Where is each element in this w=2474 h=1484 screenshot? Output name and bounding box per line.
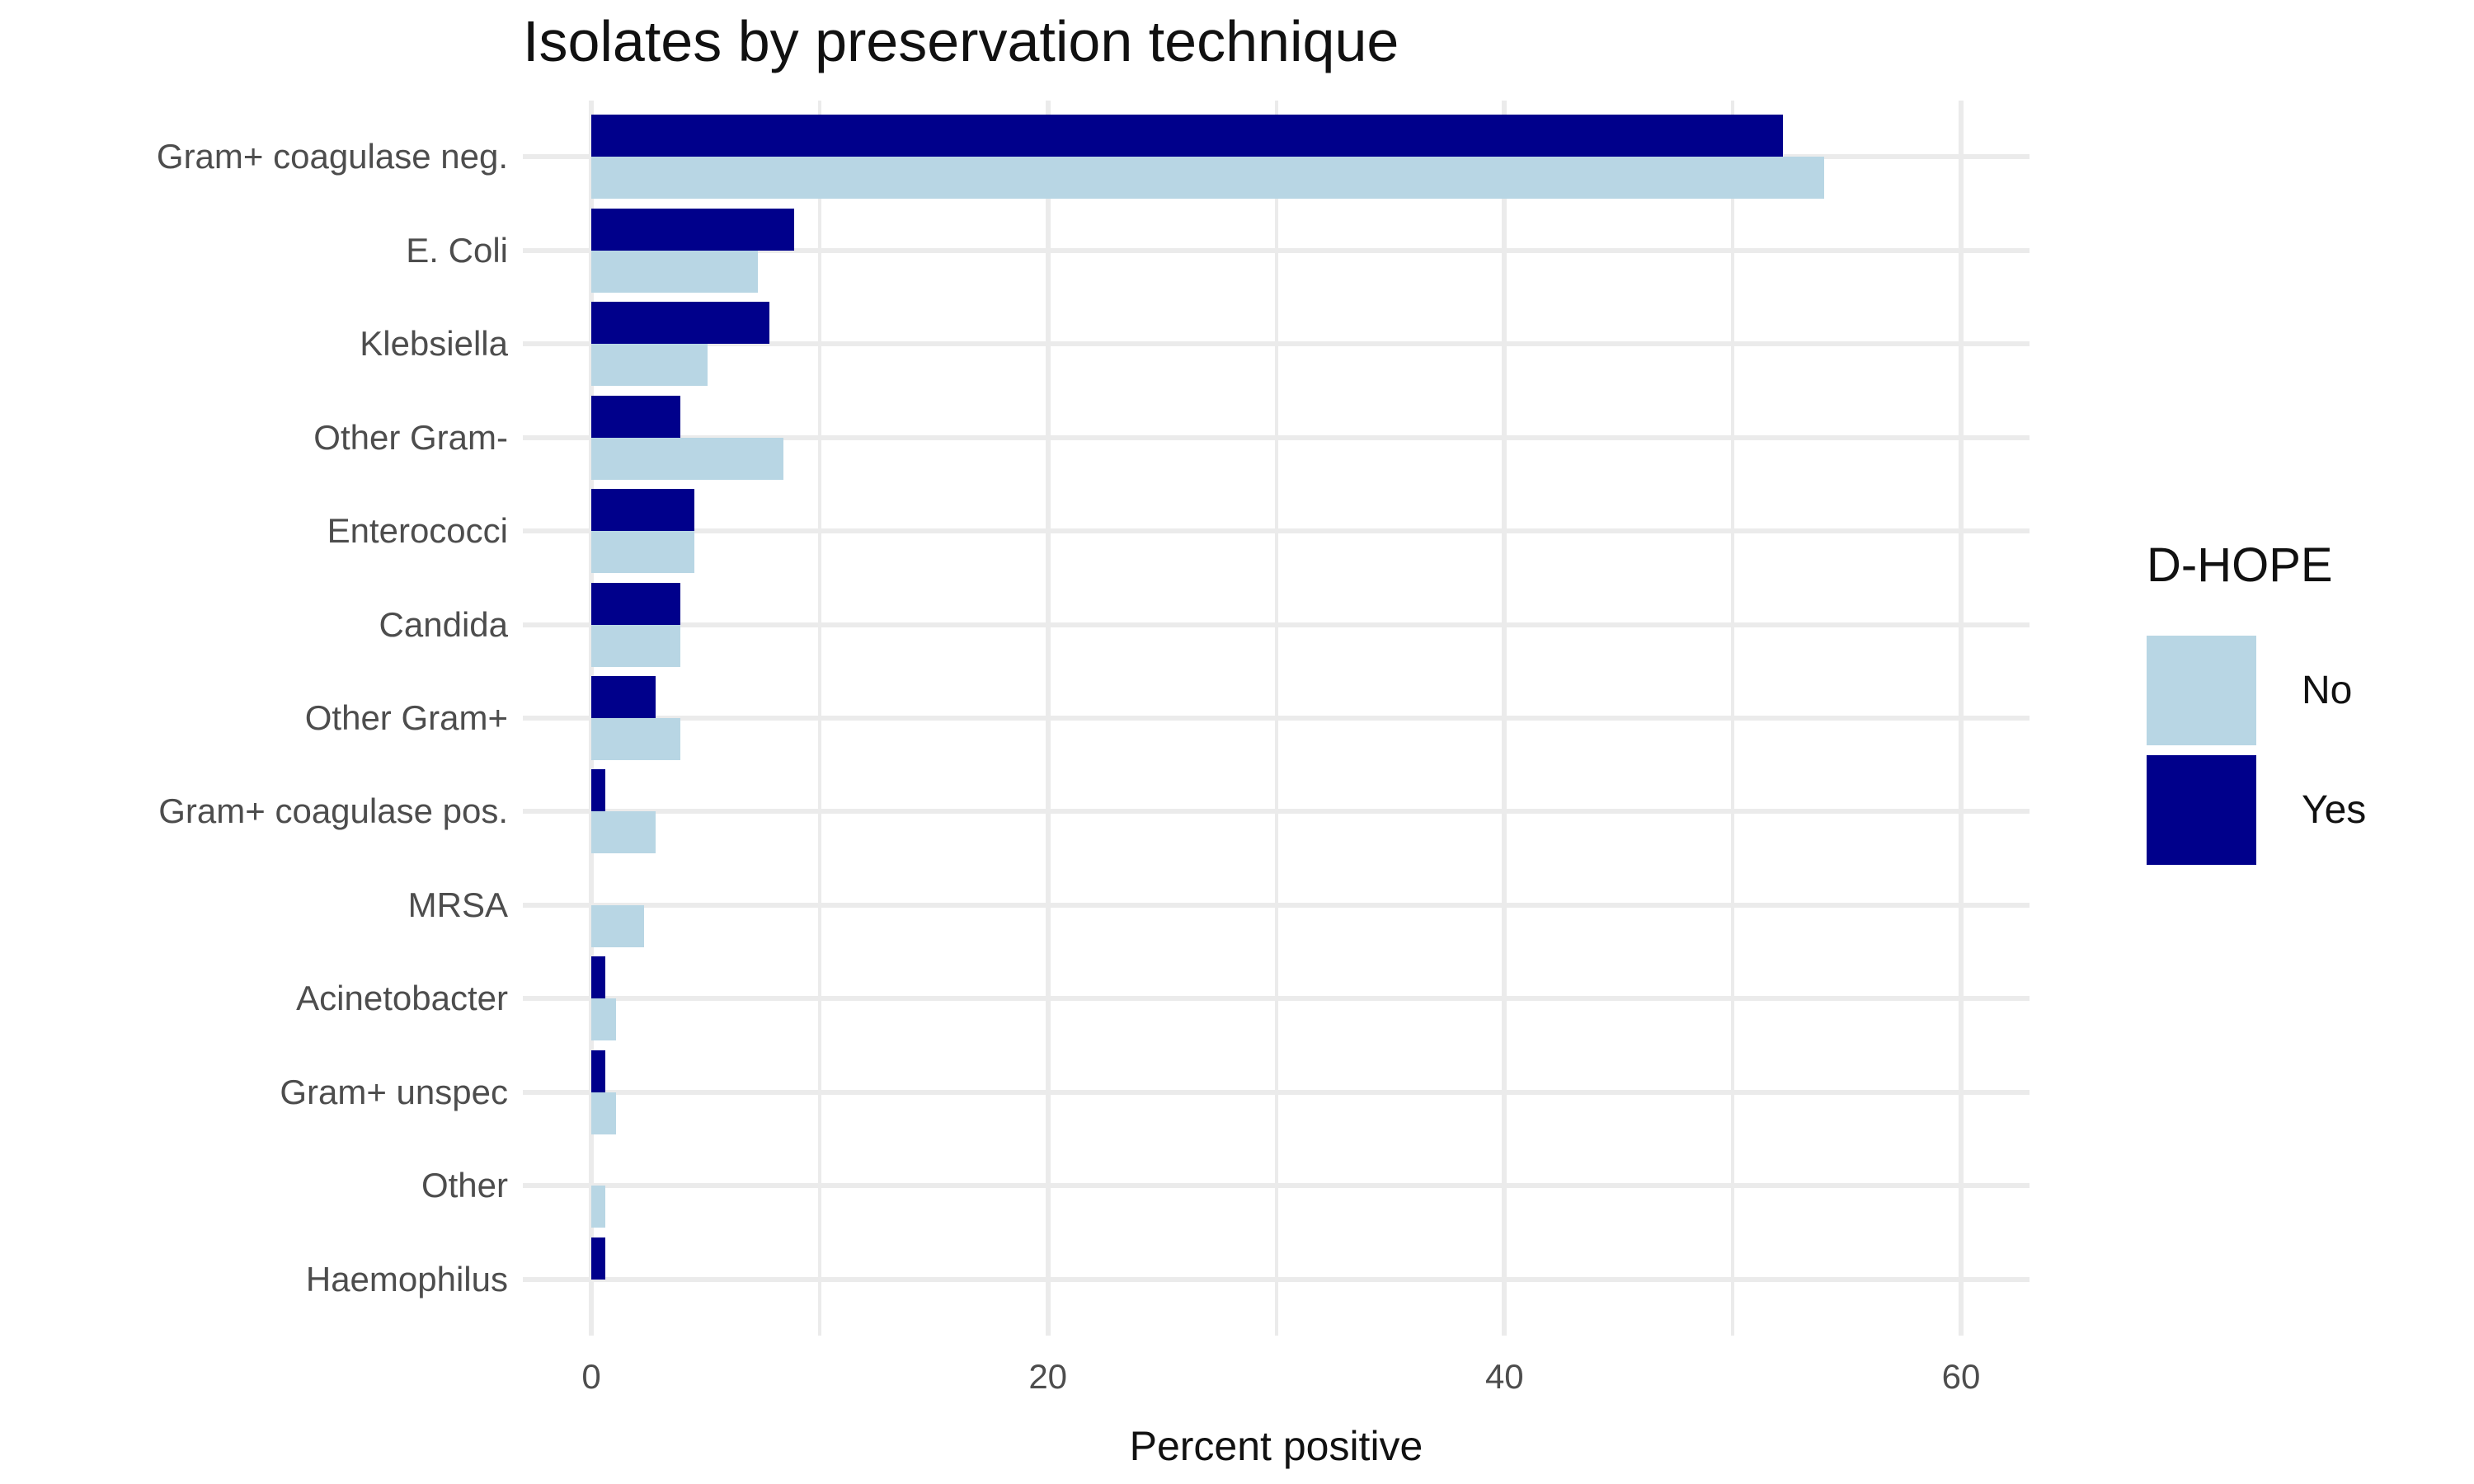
bar-no-klebsiella: [591, 344, 708, 387]
bar-yes-enterococci: [591, 489, 694, 532]
category-gridline-candida: [523, 622, 2030, 627]
x-axis-tick-40: 40: [1484, 1357, 1524, 1396]
y-axis-label-other-gram: Other Gram+: [304, 698, 508, 737]
category-gridline-e-coli: [523, 247, 2030, 253]
bar-yes-gram-coagulase-neg: [591, 115, 1784, 157]
category-gridline-enterococci: [523, 528, 2030, 534]
x-axis-tick-0: 0: [581, 1357, 601, 1396]
category-gridline-gram-coagulase-pos: [523, 809, 2030, 815]
category-gridline-other-gram: [523, 716, 2030, 721]
bar-no-other: [591, 1186, 605, 1228]
category-gridline-klebsiella: [523, 341, 2030, 347]
y-axis-label-acinetobacter: Acinetobacter: [296, 979, 508, 1018]
bar-yes-candida: [591, 582, 680, 625]
bar-no-gram-coagulase-pos: [591, 811, 656, 854]
legend-item-no: No: [2147, 636, 2366, 745]
bar-no-mrsa: [591, 904, 644, 947]
bar-yes-gram-unspec: [591, 1050, 605, 1092]
bar-yes-e-coli: [591, 208, 795, 251]
legend-swatch-no-icon: [2147, 636, 2256, 745]
bar-yes-klebsiella: [591, 302, 769, 345]
bar-no-other-gram: [591, 437, 783, 480]
bar-no-other-gram: [591, 718, 680, 760]
category-gridline-acinetobacter: [523, 996, 2030, 1002]
legend-swatch-yes-icon: [2147, 755, 2256, 865]
legend-item-yes: Yes: [2147, 755, 2366, 865]
y-axis-label-e-coli: E. Coli: [406, 230, 508, 270]
y-axis-label-other: Other: [421, 1166, 508, 1205]
y-axis-label-mrsa: MRSA: [407, 885, 508, 924]
legend-title: D-HOPE: [2147, 538, 2333, 592]
y-axis-label-klebsiella: Klebsiella: [360, 324, 508, 364]
category-gridline-other-gram: [523, 434, 2030, 440]
y-axis-label-enterococci: Enterococci: [327, 511, 508, 551]
legend-label-yes: Yes: [2302, 788, 2367, 832]
bar-yes-other-gram: [591, 676, 656, 718]
bar-yes-acinetobacter: [591, 956, 605, 999]
bar-no-gram-coagulase-neg: [591, 157, 1824, 200]
legend: D-HOPE No Yes: [2147, 538, 2366, 875]
category-gridline-haemophilus: [523, 1276, 2030, 1282]
category-gridline-gram-unspec: [523, 1089, 2030, 1095]
bar-no-gram-unspec: [591, 1092, 617, 1134]
bar-no-acinetobacter: [591, 998, 617, 1041]
bar-no-enterococci: [591, 531, 694, 574]
bar-yes-other-gram: [591, 395, 680, 438]
category-gridline-other: [523, 1183, 2030, 1189]
category-gridline-mrsa: [523, 902, 2030, 908]
plot-panel: [523, 101, 2030, 1336]
bar-no-candida: [591, 624, 680, 667]
y-axis-label-haemophilus: Haemophilus: [305, 1259, 508, 1298]
legend-label-no: No: [2302, 669, 2353, 712]
y-axis-label-candida: Candida: [379, 604, 508, 644]
chart-title: Isolates by preservation technique: [523, 9, 1399, 73]
y-axis-label-gram-coagulase-pos: Gram+ coagulase pos.: [158, 791, 508, 831]
x-axis-title: Percent positive: [1129, 1423, 1423, 1469]
x-axis-tick-60: 60: [1941, 1357, 1981, 1396]
x-axis-tick-20: 20: [1028, 1357, 1068, 1396]
bar-yes-gram-coagulase-pos: [591, 769, 605, 812]
bar-yes-haemophilus: [591, 1237, 605, 1280]
y-axis-label-other-gram: Other Gram-: [313, 417, 508, 457]
bar-no-e-coli: [591, 250, 759, 293]
y-axis-label-gram-unspec: Gram+ unspec: [280, 1072, 508, 1111]
y-axis-label-gram-coagulase-neg: Gram+ coagulase neg.: [156, 137, 508, 176]
